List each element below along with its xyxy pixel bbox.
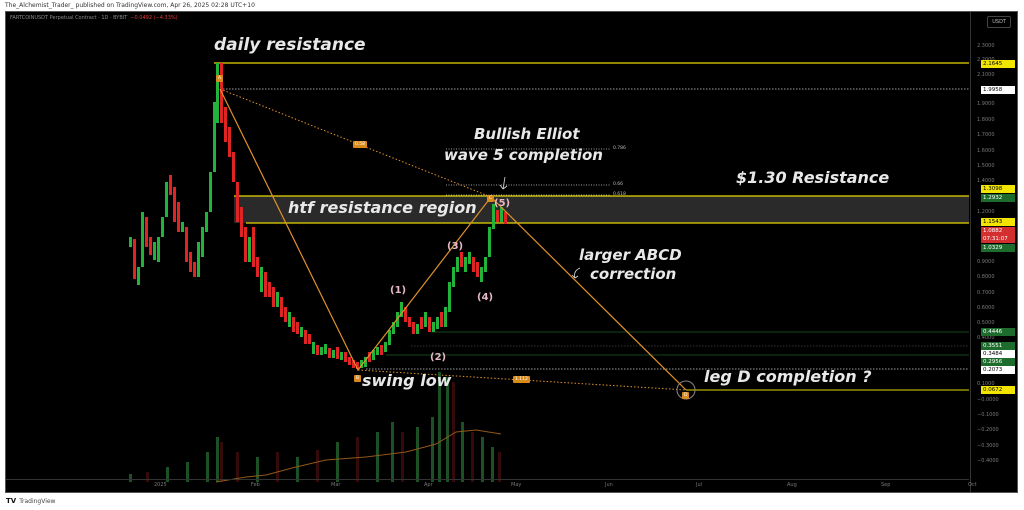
time-axis[interactable]: 2025 Feb Mar Apr May Jun Jul Aug Sep Oct — [6, 479, 977, 492]
price-change: −0.0492 (−4.33%) — [130, 15, 178, 21]
ratio-ac-tag: 0.58 — [353, 141, 368, 148]
price-label-daily-resistance: 2.1645 — [981, 60, 1015, 68]
published-line: The_Alchemist_Trader_ published on Tradi… — [5, 2, 255, 9]
chart-drawings — [129, 62, 969, 483]
price-label-green: 0.2956 — [981, 358, 1015, 366]
y-tick: 1.7000 — [977, 132, 995, 138]
wave-3-label: (3) — [447, 241, 464, 252]
annotation-leg-d: leg D completion ? — [704, 367, 872, 386]
y-tick: 1.4000 — [977, 178, 995, 184]
symbol-legend: FARTCOINUSDT Perpetual Contract · 1D · B… — [10, 15, 178, 21]
x-tick: 2025 — [154, 482, 167, 488]
leg-d-circle — [676, 380, 696, 400]
x-tick: Feb — [251, 482, 260, 488]
y-tick: −0.0000 — [977, 397, 999, 403]
tradingview-logo-icon: TV — [6, 497, 17, 505]
price-label-current: 1.0882 — [981, 227, 1015, 235]
currency-button[interactable]: USDT — [987, 16, 1011, 28]
y-tick: 2.3000 — [977, 43, 995, 49]
brand-name: TradingView — [19, 497, 56, 505]
fib-0786: 0.786 — [613, 146, 626, 151]
htf-resistance-zone — [234, 196, 969, 223]
y-tick: 1.8000 — [977, 117, 995, 123]
y-tick: 0.9000 — [977, 259, 995, 265]
y-tick: 0.8000 — [977, 274, 995, 280]
wave-5-label: (5) — [494, 198, 511, 209]
y-tick: 0.4000 — [977, 335, 995, 341]
price-label-leg-d: 0.0672 — [981, 386, 1015, 394]
annotation-swing-low: swing low — [362, 371, 452, 390]
point-d-tag: D — [682, 392, 690, 399]
x-tick: Jul — [696, 482, 703, 488]
ratio-bd-tag: 1.112 — [513, 376, 530, 383]
price-label-green: 0.4446 — [981, 328, 1015, 336]
footer-brand[interactable]: TV TradingView — [6, 497, 55, 505]
y-tick: 1.6000 — [977, 148, 995, 154]
annotation-elliot-line2: wave 5 completion — [444, 146, 603, 164]
countdown-label: 07:31:07 — [981, 235, 1015, 243]
y-tick: 2.1000 — [977, 72, 995, 78]
annotation-htf-region: htf resistance region — [288, 198, 477, 217]
fib-066: 0.66 — [613, 182, 624, 187]
price-label-white: 0.3484 — [981, 350, 1015, 358]
symbol-name: FARTCOINUSDT Perpetual Contract · 1D · B… — [10, 15, 128, 21]
y-tick: −0.1000 — [977, 412, 999, 418]
annotation-abcd-line2: correction — [590, 265, 677, 283]
x-tick: Apr — [424, 482, 433, 488]
point-c-tag: C — [487, 195, 495, 202]
x-tick: Oct — [968, 482, 977, 488]
y-tick: 0.1000 — [977, 381, 995, 387]
y-tick: 1.2000 — [977, 209, 995, 215]
wave-2-label: (2) — [430, 352, 447, 363]
point-a-tag: A — [216, 75, 224, 82]
y-tick: 0.5000 — [977, 320, 995, 326]
x-tick: May — [511, 482, 522, 488]
chart-canvas[interactable]: FARTCOINUSDT Perpetual Contract · 1D · B… — [5, 11, 1018, 493]
price-label-green: 1.0329 — [981, 244, 1015, 252]
price-label-swing-low: 0.2073 — [981, 366, 1015, 374]
y-tick: 1.5000 — [977, 163, 995, 169]
y-tick: −0.2000 — [977, 427, 999, 433]
y-tick: 0.7000 — [977, 290, 995, 296]
x-tick: Mar — [331, 482, 341, 488]
x-tick: Aug — [787, 482, 797, 488]
price-label-green: 0.3551 — [981, 342, 1015, 350]
price-label-a-level: 1.9958 — [981, 86, 1015, 94]
x-tick: Sep — [881, 482, 891, 488]
annotation-daily-resistance: daily resistance — [214, 35, 366, 55]
volume-bars — [129, 372, 502, 483]
annotation-elliot-line1: Bullish Elliot — [474, 125, 580, 143]
fib-0618: 0.618 — [613, 192, 626, 197]
price-label-zone-bottom: 1.1543 — [981, 218, 1015, 226]
y-tick: −0.3000 — [977, 443, 999, 449]
y-tick: −0.4000 — [977, 458, 999, 464]
price-label-zone-top: 1.3098 — [981, 185, 1015, 193]
wave-4-label: (4) — [477, 292, 494, 303]
point-b-tag: B — [354, 375, 362, 382]
y-tick: 0.6000 — [977, 305, 995, 311]
annotation-abcd-line1: larger ABCD — [579, 246, 682, 264]
y-tick: 1.9000 — [977, 101, 995, 107]
price-label-green: 1.2932 — [981, 194, 1015, 202]
wave-1-label: (1) — [390, 285, 407, 296]
abcd-pattern — [219, 88, 687, 391]
price-axis[interactable]: USDT — [970, 12, 1017, 492]
annotation-130-resistance: $1.30 Resistance — [736, 168, 890, 187]
x-tick: Jun — [605, 482, 613, 488]
